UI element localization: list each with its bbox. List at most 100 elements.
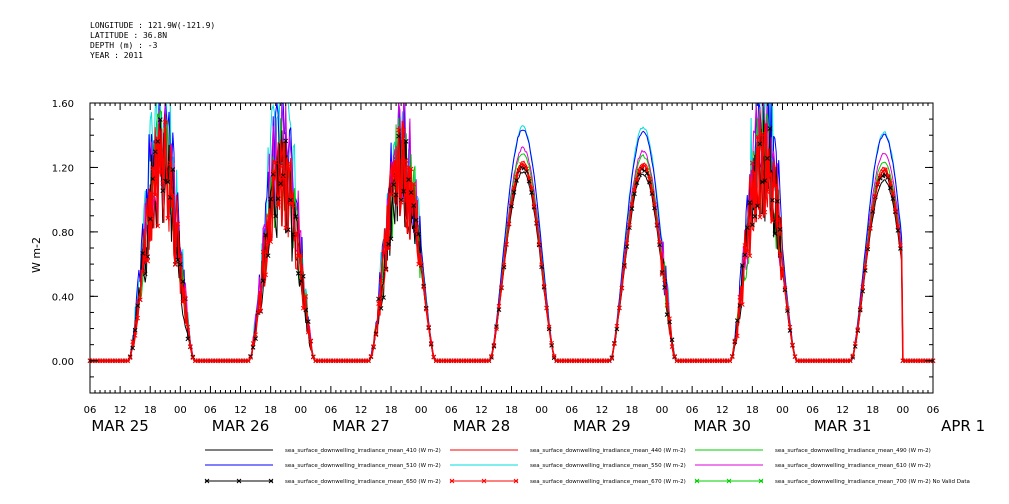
series-marker-6 [536,242,542,248]
series-marker-7 [160,180,166,186]
series-marker-7 [130,339,136,345]
series-marker-7 [516,167,522,173]
series-marker-6 [185,336,191,342]
series-marker-7 [376,301,381,306]
legend-marker [758,478,764,484]
y-axis-label: W m-2 [30,237,43,273]
series-marker-6 [388,236,394,242]
series-marker-7 [167,161,173,166]
series-marker-7 [867,226,873,231]
x-tick-label: 12 [716,405,729,416]
series-marker-7 [509,200,514,206]
series-marker-6 [263,232,268,238]
series-marker-6 [739,263,745,268]
series-marker-7 [664,302,670,308]
series-marker-6 [757,141,763,147]
series-marker-7 [893,208,898,214]
series-marker-7 [300,305,306,311]
series-marker-6 [393,192,399,198]
series-marker-7 [652,202,657,208]
x-tick-label: 12 [355,405,368,416]
series-marker-6 [516,168,522,174]
y-tick-label: 0.00 [52,357,74,368]
series-marker-7 [403,158,409,163]
x-date-label: MAR 28 [453,417,510,435]
series-marker-6 [177,262,183,267]
series-marker-7 [290,202,296,208]
series-marker-7 [632,187,637,193]
series-marker-6 [885,175,891,180]
series-marker-7 [792,354,798,359]
series-marker-6 [170,167,176,172]
series-marker-7 [162,119,168,125]
series-marker-7 [780,265,785,271]
series-marker-7 [672,353,677,359]
series-marker-7 [150,165,156,171]
series-line-0 [90,120,933,362]
series-marker-6 [860,288,866,294]
y-tick-label: 1.20 [52,163,74,174]
x-tick-label: 06 [84,405,97,416]
series-marker-7 [499,285,504,290]
series-marker-6 [386,241,391,247]
series-marker-6 [529,190,534,195]
x-tick-label: 18 [264,405,277,416]
series-marker-7 [165,215,171,221]
series-marker-7 [175,221,181,227]
series-marker-7 [549,340,554,346]
series-marker-6 [760,179,765,185]
series-marker-7 [406,165,411,170]
series-marker-7 [649,189,655,194]
series-marker-7 [305,329,311,335]
series-marker-7 [255,309,261,315]
x-tick-label: 18 [866,405,879,416]
series-marker-7 [250,341,256,346]
legend-marker [204,478,210,484]
series-marker-7 [622,264,627,270]
series-marker-7 [777,252,783,257]
series-marker-7 [642,163,647,169]
series-marker-7 [519,162,524,167]
series-marker-6 [391,182,396,188]
series-marker-7 [401,128,406,133]
series-marker-6 [260,278,266,284]
series-marker-6 [175,257,181,263]
series-marker-7 [283,225,289,231]
series-marker-6 [662,285,667,290]
series-marker-6 [250,345,256,350]
series-marker-7 [426,324,432,330]
series-marker-6 [265,253,271,259]
series-marker-6 [622,262,627,268]
series-marker-7 [529,185,534,191]
series-marker-7 [308,338,314,344]
series-marker-7 [895,223,901,229]
legend-label: sea_surface_downwelling_irradiance_mean_… [775,479,970,485]
series-marker-7 [890,190,896,196]
series-marker-7 [494,326,499,331]
series-lines [90,102,933,362]
series-marker-6 [895,228,901,233]
series-marker-7 [787,324,793,330]
series-marker-6 [669,337,675,343]
series-marker-6 [629,206,635,211]
series-marker-6 [147,216,153,222]
series-marker-6 [850,354,856,360]
series-marker-6 [403,138,409,144]
series-marker-7 [755,134,760,140]
series-marker-7 [772,183,778,189]
x-tick-label: 06 [445,405,458,416]
y-tick-label: 0.40 [52,292,74,303]
x-tick-label: 12 [836,405,849,416]
series-marker-6 [268,196,273,202]
series-marker-7 [501,262,507,268]
x-tick-label: 18 [144,405,157,416]
legend-label: sea_surface_downwelling_irradiance_mean_… [285,479,441,485]
series-marker-6 [664,312,670,317]
series-marker-6 [295,271,301,276]
series-marker-7 [546,324,552,330]
series-marker-6 [762,178,768,184]
series-marker-7 [760,131,765,137]
series-marker-6 [278,181,284,186]
series-marker-6 [165,179,171,185]
